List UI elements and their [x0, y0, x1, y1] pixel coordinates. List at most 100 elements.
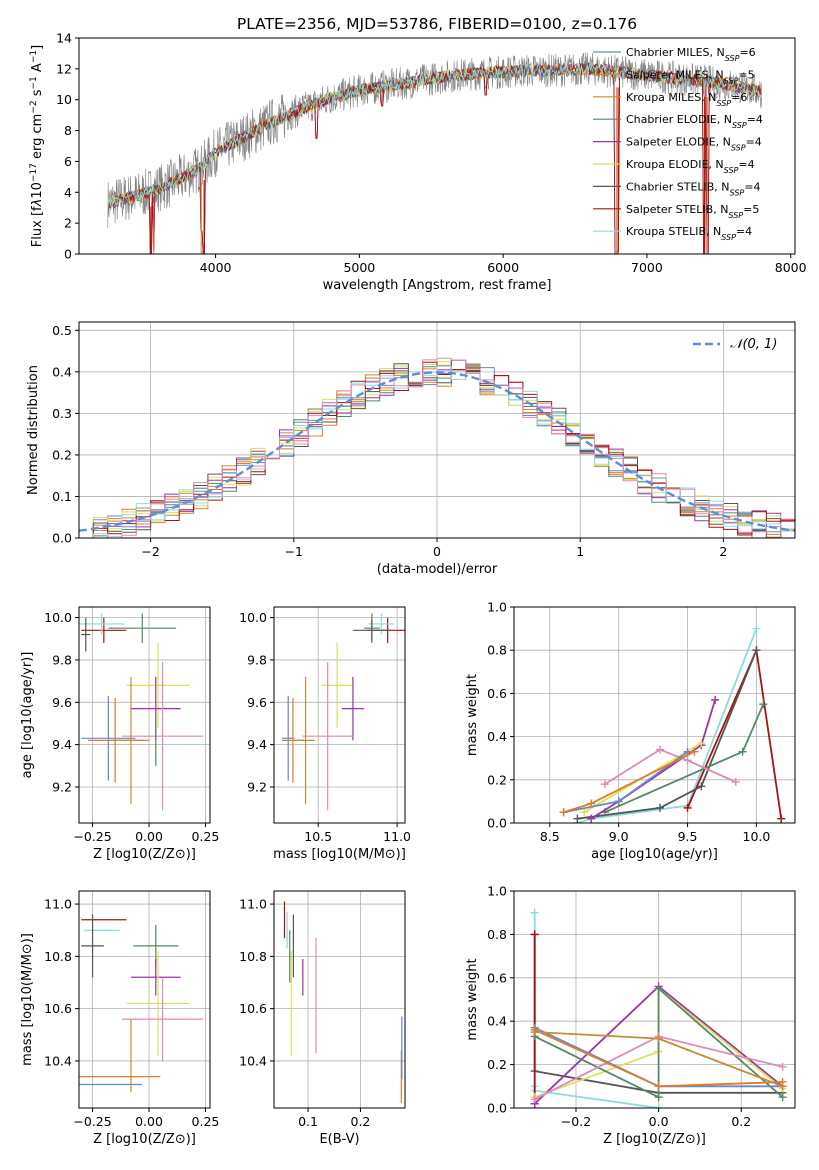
- weight-point-marker: [587, 799, 596, 808]
- weight-point-marker: [777, 814, 786, 823]
- panel-mass-vs-Z: −0.25 0.00 0.25 10.4 10.6 10.8 11.0 Z [log10(Z/…: [20, 890, 220, 1147]
- x-axis-label: E(B-V): [319, 1132, 359, 1147]
- y-axis-label: mass weight: [465, 958, 480, 1040]
- legend-entry: Kroupa ELODIE, NSSP=4: [626, 158, 755, 175]
- weight-point-marker: [778, 1093, 787, 1102]
- y-tick-label: 9.4: [52, 737, 72, 752]
- y-tick-label: 0.3: [52, 406, 72, 421]
- y-tick-label: 8: [64, 123, 72, 138]
- panel-weight-vs-age: 8.5 9.0 9.5 10.0 0.0 0.2 0.4 0.6 0.8 1.0 age [log1…: [465, 600, 796, 862]
- x-tick-label: 2: [719, 544, 727, 559]
- weight-point-marker: [778, 1082, 787, 1091]
- x-tick-label: 0.25: [192, 1114, 220, 1129]
- panel-spectrum: 4000 5000 6000 7000 8000 0 2 4 6 8 10 12 14 wavelengt…: [29, 31, 807, 294]
- x-tick-label: 0.25: [192, 829, 220, 844]
- x-tick-label: 0.2: [731, 1114, 751, 1129]
- panel-weight-vs-Z: −0.2 0.0 0.2 0.0 0.2 0.4 0.6 0.8 1.0 Z [log10(Z/Z…: [465, 884, 796, 1147]
- weight-point-marker: [614, 797, 623, 806]
- y-tick-label: 4: [64, 185, 72, 200]
- weight-series-line: [534, 986, 784, 1099]
- legend-entry: Chabrier ELODIE, NSSP=4: [626, 113, 763, 130]
- plot-area: [79, 322, 795, 538]
- x-tick-label: 7000: [631, 260, 663, 275]
- weight-point-marker: [690, 747, 699, 756]
- plot-area: [79, 891, 210, 1108]
- y-tick-label: 9.6: [52, 695, 72, 710]
- model-line-kroupa-stelib: [107, 62, 762, 210]
- y-tick-label: 9.4: [247, 737, 267, 752]
- y-tick-label: 0.6: [487, 970, 507, 985]
- weight-point-marker: [656, 745, 665, 754]
- histogram-pink: [79, 357, 795, 538]
- y-tick-label: 0.4: [52, 364, 72, 379]
- axes-frame: [513, 606, 796, 824]
- x-tick-label: 5000: [343, 260, 375, 275]
- y-tick-label: 0.1: [52, 489, 72, 504]
- y-tick-label: 9.8: [247, 652, 267, 667]
- figure-title: PLATE=2356, MJD=53786, FIBERID=0100, z=0…: [237, 15, 637, 33]
- x-tick-label: 0.0: [649, 1114, 669, 1129]
- data-spectrum-line: [107, 52, 762, 228]
- y-tick-label: 11.0: [44, 897, 72, 912]
- weight-point-marker: [752, 646, 761, 655]
- x-tick-label: 4000: [200, 260, 232, 275]
- y-tick-label: 10.6: [44, 1001, 72, 1016]
- legend-entry: Salpeter STELIB, NSSP=5: [626, 203, 759, 220]
- weight-point-marker: [697, 782, 706, 791]
- y-tick-label: 10.4: [239, 1053, 267, 1068]
- panel-mass-vs-ebv: 0.1 0.2 10.4 10.6 10.8 11.0 E(B-V): [239, 890, 406, 1147]
- panel-residuals: −2 −1 0 1 2 0.0 0.1 0.2 0.3 0.4 0.5 (data-model)/er…: [26, 321, 796, 577]
- weight-point-marker: [759, 700, 768, 709]
- panel-age-vs-Z: −0.25 0.00 0.25 9.2 9.4 9.6 9.8 10.0 Z [log10(Z/…: [20, 606, 220, 862]
- x-tick-label: 0.1: [298, 1114, 318, 1129]
- x-axis-label: Z [log10(Z/Z⊙)]: [93, 1132, 196, 1147]
- weight-point-marker: [530, 908, 539, 917]
- y-tick-label: 0.4: [487, 1014, 507, 1029]
- legend-entry: Salpeter MILES, NSSP=5: [626, 68, 755, 85]
- x-tick-label: 0: [433, 544, 441, 559]
- weight-point-marker: [530, 1095, 539, 1104]
- y-tick-label: 14: [56, 31, 72, 46]
- weight-series-line: [604, 748, 737, 785]
- weight-point-marker: [654, 1093, 663, 1102]
- weight-point-marker: [654, 984, 663, 993]
- y-tick-label: 0.2: [52, 447, 72, 462]
- y-tick-label: 0.6: [487, 686, 507, 701]
- y-tick-label: 0.2: [487, 1057, 507, 1072]
- weight-point-marker: [654, 1034, 663, 1043]
- weight-point-marker: [731, 777, 740, 786]
- y-tick-label: 0.0: [52, 531, 72, 546]
- y-tick-label: 0.0: [487, 816, 507, 831]
- legend: Chabrier MILES, NSSP=6 Salpeter MILES, NS…: [593, 46, 763, 242]
- axes-frame: [78, 890, 211, 1109]
- axes-frame: [78, 606, 211, 824]
- y-axis-label: Normed distribution: [26, 365, 41, 495]
- y-axis-label: mass [log10(M/M⊙)]: [20, 933, 35, 1066]
- plot-area: [274, 607, 405, 823]
- y-tick-label: 10.6: [239, 1001, 267, 1016]
- y-tick-label: 0.2: [487, 772, 507, 787]
- x-tick-label: 10.5: [304, 829, 332, 844]
- x-tick-label: 9.0: [609, 829, 629, 844]
- x-tick-label: 0.00: [135, 829, 163, 844]
- weight-series-line: [577, 649, 758, 820]
- weight-point-marker: [683, 803, 692, 812]
- weight-point-marker: [580, 808, 589, 817]
- weight-point-marker: [573, 814, 582, 823]
- x-tick-label: 9.5: [678, 829, 698, 844]
- y-tick-label: 0: [64, 247, 72, 262]
- weight-point-marker: [587, 814, 596, 823]
- legend-entry: Kroupa MILES, NSSP=6: [626, 91, 747, 108]
- x-tick-label: −0.2: [561, 1114, 591, 1129]
- plot-area: [514, 891, 795, 1108]
- y-tick-label: 0.0: [487, 1101, 507, 1116]
- y-tick-label: 9.2: [52, 780, 72, 795]
- weight-point-marker: [654, 1082, 663, 1091]
- weight-series-line: [686, 646, 783, 819]
- weight-point-marker: [778, 1062, 787, 1071]
- y-tick-label: 10.0: [239, 610, 267, 625]
- y-axis-label: Flux [fλ10−17 erg cm−2 s−1 A−1]: [29, 45, 45, 247]
- x-tick-label: −0.25: [73, 1114, 111, 1129]
- weight-point-marker: [752, 624, 761, 633]
